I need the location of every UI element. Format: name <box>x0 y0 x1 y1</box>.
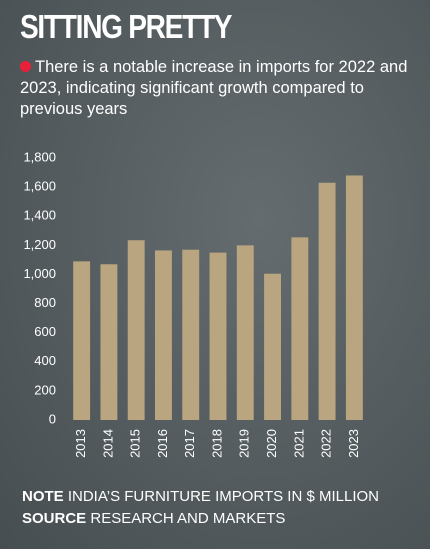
bar <box>155 250 172 420</box>
y-tick-label: 800 <box>34 295 56 310</box>
bar <box>182 249 200 420</box>
y-tick-label: 1,800 <box>23 149 56 164</box>
bar <box>236 245 254 420</box>
source: SOURCE RESEARCH AND MARKETS <box>22 510 285 527</box>
note-label: NOTE <box>22 488 64 505</box>
y-tick-label: 1,400 <box>23 208 56 223</box>
x-tick-label: 2020 <box>264 429 279 458</box>
x-tick-label: 2019 <box>237 429 252 458</box>
bar <box>209 252 227 420</box>
x-tick-label: 2018 <box>209 429 224 458</box>
x-tick-label: 2021 <box>291 429 306 458</box>
bullet <box>20 61 31 72</box>
source-label: SOURCE <box>22 510 87 527</box>
x-tick-label: 2017 <box>182 429 197 458</box>
bar <box>100 264 118 420</box>
x-tick-label: 2023 <box>346 429 361 458</box>
x-tick-label: 2013 <box>73 429 88 458</box>
y-tick-label: 1,000 <box>23 266 56 281</box>
bar <box>345 175 363 420</box>
y-tick-label: 1,200 <box>23 237 56 252</box>
bar <box>291 237 309 420</box>
subtitle-block: There is a notable increase in imports f… <box>20 57 420 120</box>
y-tick-label: 1,600 <box>23 179 56 194</box>
x-tick-label: 2015 <box>128 429 143 458</box>
bar <box>318 182 336 420</box>
source-text: RESEARCH AND MARKETS <box>90 510 286 527</box>
y-tick-label: 200 <box>34 382 56 397</box>
y-tick-label: 0 <box>49 411 56 426</box>
bar <box>264 273 281 420</box>
note: NOTE INDIA’S FURNITURE IMPORTS IN $ MILL… <box>22 488 379 505</box>
x-tick-label: 2022 <box>319 429 334 458</box>
bar <box>127 240 145 420</box>
bar <box>73 261 91 420</box>
y-tick-label: 600 <box>34 324 56 339</box>
x-tick-label: 2014 <box>100 429 115 458</box>
chart-subtitle: There is a notable increase in imports f… <box>20 58 408 118</box>
x-tick-label: 2016 <box>155 429 170 458</box>
chart-title: SITTING PRETTY <box>20 8 233 45</box>
y-tick-label: 400 <box>34 353 56 368</box>
note-text: INDIA’S FURNITURE IMPORTS IN $ MILLION <box>67 488 379 505</box>
